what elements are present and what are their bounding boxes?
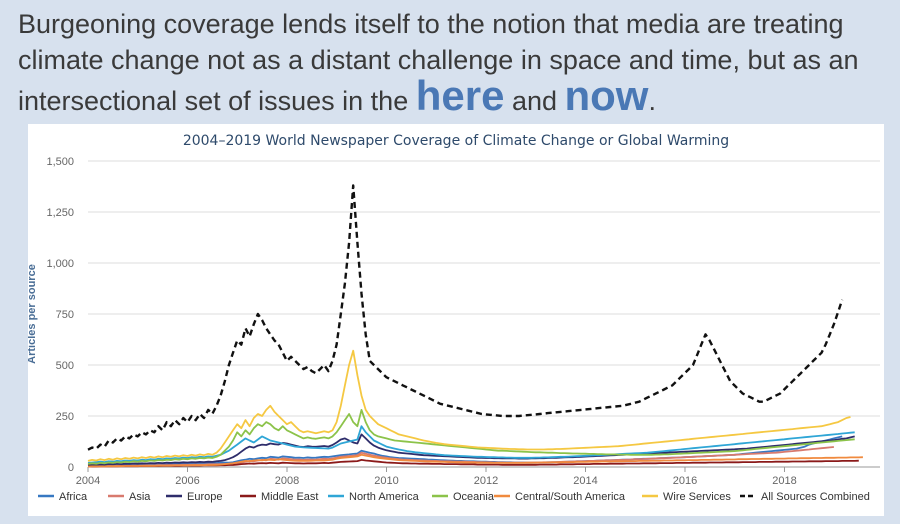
y-tick-label: 1,500 <box>46 156 74 168</box>
y-tick-label: 500 <box>56 360 74 372</box>
legend-label: Wire Services <box>663 491 731 503</box>
legend-label: Central/South America <box>515 491 626 503</box>
legend-label: Asia <box>129 491 151 503</box>
legend-label: Middle East <box>261 491 318 503</box>
y-tick-label: 250 <box>56 411 74 423</box>
x-tick-label: 2014 <box>573 475 597 487</box>
x-tick-label: 2012 <box>474 475 498 487</box>
chart-title: 2004–2019 World Newspaper Coverage of Cl… <box>183 133 729 149</box>
headline-text: Burgeoning coverage lends itself to the … <box>18 9 859 116</box>
x-tick-label: 2004 <box>76 475 100 487</box>
y-tick-label: 750 <box>56 309 74 321</box>
chart-panel: 2004–2019 World Newspaper Coverage of Cl… <box>28 124 884 516</box>
headline-emphasis-now: now <box>564 72 649 119</box>
line-chart: 2004–2019 World Newspaper Coverage of Cl… <box>28 133 880 503</box>
x-tick-label: 2016 <box>673 475 697 487</box>
y-tick-label: 0 <box>68 462 74 474</box>
headline: Burgeoning coverage lends itself to the … <box>18 6 888 119</box>
x-tick-label: 2010 <box>374 475 398 487</box>
x-tick-label: 2006 <box>175 475 199 487</box>
series-line-europe <box>87 433 855 466</box>
series-line-central-south-america <box>87 453 863 468</box>
legend-label: North America <box>349 491 420 503</box>
series-line-north-america <box>87 425 855 464</box>
series-line-oceania <box>87 408 855 465</box>
y-tick-label: 1,250 <box>46 207 74 219</box>
legend-label: Africa <box>59 491 88 503</box>
y-axis-label: Articles per source <box>28 264 38 364</box>
y-tick-label: 1,000 <box>46 258 74 270</box>
series-line-all-sources-combined <box>87 184 844 451</box>
x-tick-label: 2018 <box>772 475 796 487</box>
headline-connector: and <box>504 86 565 116</box>
legend-label: All Sources Combined <box>761 491 870 503</box>
x-tick-label: 2008 <box>275 475 299 487</box>
series-line-wire-services <box>87 349 851 462</box>
headline-emphasis-here: here <box>415 72 505 119</box>
legend-label: Oceania <box>453 491 495 503</box>
headline-period: . <box>648 86 656 116</box>
legend-label: Europe <box>187 491 222 503</box>
